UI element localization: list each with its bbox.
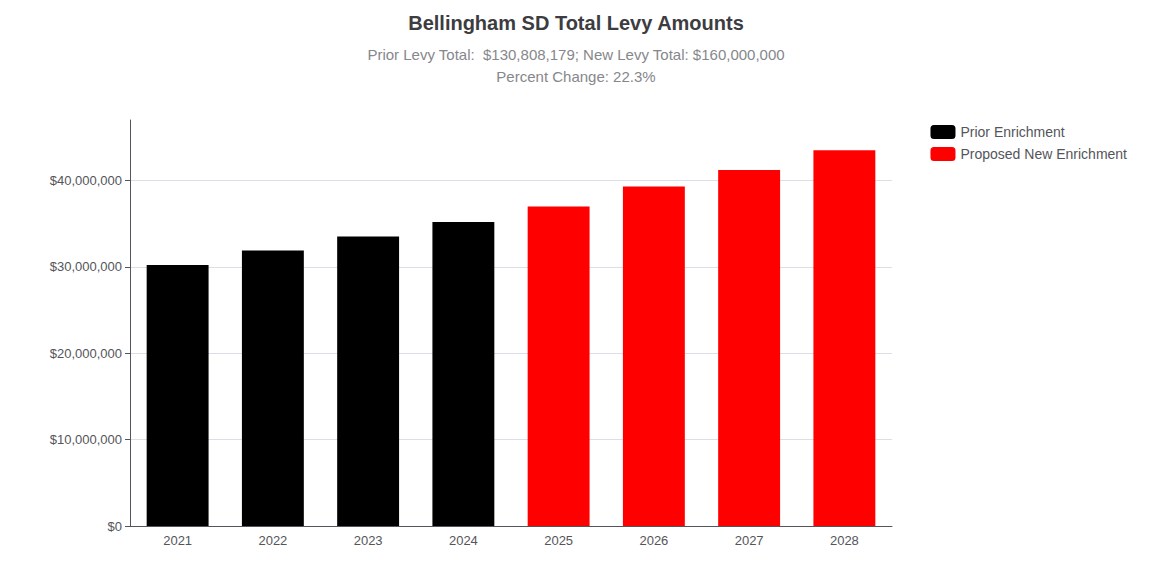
svg-text:$40,000,000: $40,000,000 (50, 173, 122, 188)
svg-text:2024: 2024 (449, 533, 478, 548)
svg-text:$20,000,000: $20,000,000 (50, 346, 122, 361)
svg-text:2025: 2025 (544, 533, 573, 548)
svg-text:2022: 2022 (258, 533, 287, 548)
svg-text:2021: 2021 (163, 533, 192, 548)
svg-text:Prior Levy Total: $130,808,17: Prior Levy Total: $130,808,179; New Levy… (367, 46, 784, 63)
svg-text:Proposed New Enrichment: Proposed New Enrichment (960, 146, 1127, 162)
svg-text:2026: 2026 (639, 533, 668, 548)
svg-text:$30,000,000: $30,000,000 (50, 259, 122, 274)
svg-text:2023: 2023 (354, 533, 383, 548)
svg-text:$0: $0 (108, 519, 122, 534)
svg-text:Bellingham SD Total Levy Amoun: Bellingham SD Total Levy Amounts (408, 12, 744, 34)
svg-text:Percent Change: 22.3%: Percent Change: 22.3% (496, 68, 655, 85)
svg-text:Prior Enrichment: Prior Enrichment (960, 124, 1064, 140)
svg-text:2028: 2028 (830, 533, 859, 548)
svg-text:2027: 2027 (735, 533, 764, 548)
svg-text:$10,000,000: $10,000,000 (50, 432, 122, 447)
